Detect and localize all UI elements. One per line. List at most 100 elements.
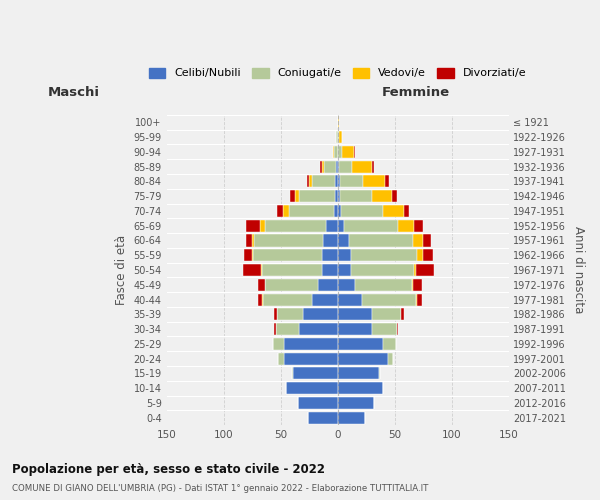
Bar	[349, 234, 413, 246]
Bar	[298, 397, 338, 409]
Bar	[423, 249, 433, 262]
Bar	[337, 131, 338, 143]
Bar	[338, 338, 383, 350]
Bar	[313, 294, 338, 306]
Legend: Celibi/Nubili, Coniugati/e, Vedovi/e, Divorziati/e: Celibi/Nubili, Coniugati/e, Vedovi/e, Di…	[149, 68, 526, 78]
Bar	[247, 234, 252, 246]
Bar	[260, 220, 265, 232]
Bar	[244, 249, 252, 262]
Bar	[247, 220, 260, 232]
Text: Maschi: Maschi	[48, 86, 100, 100]
Bar	[258, 278, 265, 291]
Bar	[338, 205, 341, 217]
Bar	[383, 338, 396, 350]
Bar	[338, 234, 349, 246]
Bar	[284, 352, 338, 364]
Bar	[322, 249, 338, 262]
Bar	[337, 160, 338, 172]
Bar	[342, 146, 353, 158]
Bar	[253, 249, 322, 262]
Bar	[262, 264, 322, 276]
Bar	[414, 264, 416, 276]
Bar	[338, 249, 351, 262]
Bar	[320, 160, 322, 172]
Bar	[284, 338, 338, 350]
Bar	[338, 220, 344, 232]
Bar	[412, 278, 413, 291]
Bar	[309, 176, 313, 188]
Y-axis label: Fasce di età: Fasce di età	[115, 235, 128, 305]
Bar	[340, 176, 362, 188]
Bar	[254, 234, 323, 246]
Bar	[372, 190, 392, 202]
Bar	[334, 205, 338, 217]
Bar	[418, 294, 422, 306]
Bar	[278, 352, 284, 364]
Bar	[326, 220, 338, 232]
Bar	[352, 160, 372, 172]
Bar	[404, 205, 409, 217]
Bar	[276, 323, 299, 335]
Bar	[413, 234, 423, 246]
Bar	[286, 382, 338, 394]
Bar	[379, 368, 380, 380]
Bar	[385, 176, 389, 188]
Bar	[261, 264, 262, 276]
Bar	[338, 131, 339, 143]
Bar	[338, 397, 374, 409]
Text: COMUNE DI GIANO DELL'UMBRIA (PG) - Dati ISTAT 1° gennaio 2022 - Elaborazione TUT: COMUNE DI GIANO DELL'UMBRIA (PG) - Dati …	[12, 484, 428, 493]
Bar	[299, 323, 338, 335]
Bar	[333, 146, 334, 158]
Bar	[362, 176, 385, 188]
Bar	[289, 205, 334, 217]
Bar	[339, 160, 352, 172]
Bar	[344, 220, 398, 232]
Bar	[392, 190, 397, 202]
Text: Popolazione per età, sesso e stato civile - 2022: Popolazione per età, sesso e stato civil…	[12, 462, 325, 475]
Text: Femmine: Femmine	[382, 86, 450, 100]
Bar	[299, 190, 335, 202]
Bar	[290, 190, 295, 202]
Bar	[272, 338, 284, 350]
Bar	[338, 116, 339, 128]
Bar	[308, 412, 338, 424]
Bar	[334, 146, 338, 158]
Bar	[338, 368, 379, 380]
Bar	[322, 160, 324, 172]
Bar	[383, 205, 404, 217]
Y-axis label: Anni di nascita: Anni di nascita	[572, 226, 585, 314]
Bar	[252, 249, 253, 262]
Bar	[338, 308, 372, 320]
Bar	[258, 294, 262, 306]
Bar	[338, 264, 351, 276]
Bar	[292, 368, 293, 380]
Bar	[398, 220, 414, 232]
Bar	[416, 294, 418, 306]
Bar	[338, 278, 355, 291]
Bar	[338, 190, 340, 202]
Bar	[416, 264, 434, 276]
Bar	[307, 176, 309, 188]
Bar	[340, 190, 372, 202]
Bar	[304, 308, 338, 320]
Bar	[323, 234, 338, 246]
Bar	[339, 131, 342, 143]
Bar	[401, 308, 404, 320]
Bar	[338, 160, 339, 172]
Bar	[322, 264, 338, 276]
Bar	[341, 205, 383, 217]
Bar	[252, 234, 254, 246]
Bar	[351, 249, 418, 262]
Bar	[338, 352, 388, 364]
Bar	[283, 205, 289, 217]
Bar	[335, 176, 338, 188]
Bar	[338, 382, 383, 394]
Bar	[338, 146, 342, 158]
Bar	[372, 160, 374, 172]
Bar	[338, 176, 340, 188]
Bar	[388, 352, 394, 364]
Bar	[372, 308, 401, 320]
Bar	[362, 294, 416, 306]
Bar	[355, 278, 412, 291]
Bar	[338, 412, 365, 424]
